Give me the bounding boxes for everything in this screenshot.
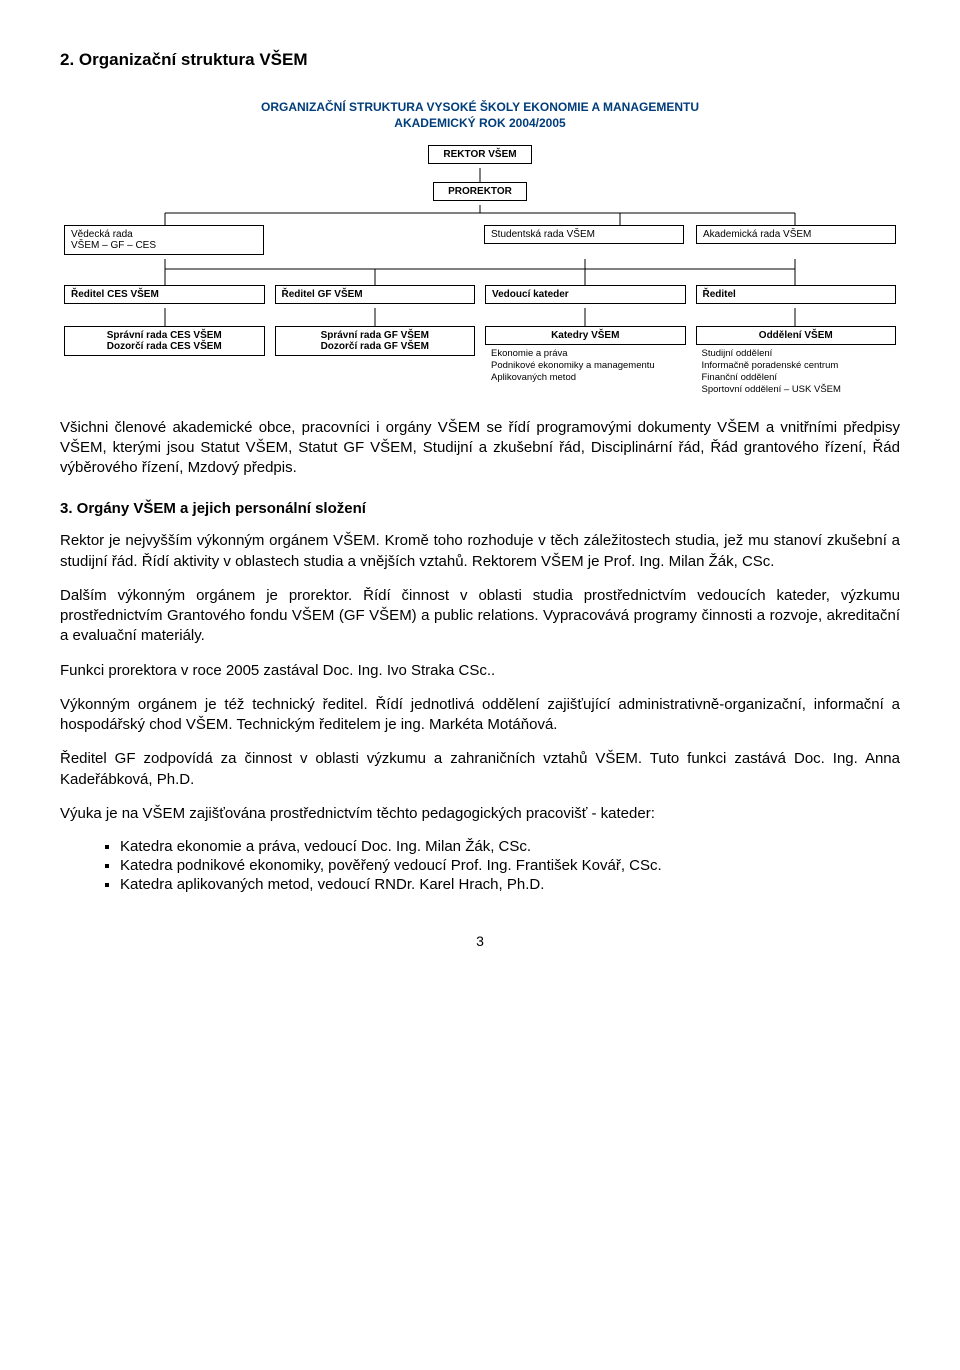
para-tech-reditel: Výkonným orgánem je též technický ředite…	[60, 695, 900, 736]
para-intro: Všichni členové akademické obce, pracovn…	[60, 418, 900, 479]
box-spravni-gf: Správní rada GF VŠEM Dozorčí rada GF VŠE…	[275, 326, 476, 356]
box-prorektor: PROREKTOR	[433, 182, 527, 201]
sub-gf	[275, 356, 476, 361]
diagram-row-directors: Ředitel CES VŠEM Ředitel GF VŠEM Vedoucí…	[60, 285, 900, 304]
diagram-row-rektor: REKTOR VŠEM	[60, 145, 900, 164]
list-item: Katedra aplikovaných metod, vedoucí RNDr…	[120, 876, 900, 893]
diagram-title-line1: ORGANIZAČNÍ STRUKTURA VYSOKÉ ŠKOLY EKONO…	[261, 100, 699, 114]
sub-oddeleni: Studijní oddělení Informačně poradenské …	[696, 345, 897, 398]
diagram-row-units: Správní rada CES VŠEM Dozorčí rada CES V…	[60, 326, 900, 398]
box-reditel-gf: Ředitel GF VŠEM	[275, 285, 476, 304]
box-rektor: REKTOR VŠEM	[428, 145, 531, 164]
connector-2	[60, 205, 900, 225]
box-reditel-ces: Ředitel CES VŠEM	[64, 285, 265, 304]
list-item: Katedra ekonomie a práva, vedoucí Doc. I…	[120, 838, 900, 855]
katedry-list: Katedra ekonomie a práva, vedoucí Doc. I…	[60, 838, 900, 893]
org-chart-diagram: ORGANIZAČNÍ STRUKTURA VYSOKÉ ŠKOLY EKONO…	[60, 100, 900, 398]
para-vyuka: Výuka je na VŠEM zajišťována prostřednic…	[60, 804, 900, 824]
heading-org-structure: 2. Organizační struktura VŠEM	[60, 50, 900, 70]
box-oddeleni: Oddělení VŠEM	[696, 326, 897, 345]
diagram-row-councils: Vědecká rada VŠEM – GF – CES Studentská …	[60, 225, 900, 255]
para-reditel-gf: Ředitel GF zodpovídá za činnost v oblast…	[60, 749, 900, 790]
diagram-row-prorektor: PROREKTOR	[60, 182, 900, 201]
page-number: 3	[60, 933, 900, 949]
connector-3	[60, 259, 900, 285]
heading-organy: 3. Orgány VŠEM a jejich personální slože…	[60, 500, 900, 517]
diagram-title: ORGANIZAČNÍ STRUKTURA VYSOKÉ ŠKOLY EKONO…	[60, 100, 900, 131]
box-studentska-rada: Studentská rada VŠEM	[484, 225, 684, 244]
box-spravni-ces: Správní rada CES VŠEM Dozorčí rada CES V…	[64, 326, 265, 356]
connector-1	[60, 168, 900, 182]
connector-4	[60, 308, 900, 326]
box-vedouci-kateder: Vedoucí kateder	[485, 285, 686, 304]
diagram-title-line2: AKADEMICKÝ ROK 2004/2005	[394, 116, 565, 130]
sub-katedry: Ekonomie a práva Podnikové ekonomiky a m…	[485, 345, 686, 386]
para-prorektor: Dalším výkonným orgánem je prorektor. Ří…	[60, 586, 900, 647]
para-rektor: Rektor je nejvyšším výkonným orgánem VŠE…	[60, 531, 900, 572]
sub-ces	[64, 356, 265, 361]
box-vedecka-rada: Vědecká rada VŠEM – GF – CES	[64, 225, 264, 255]
box-akademicka-rada: Akademická rada VŠEM	[696, 225, 896, 244]
para-prorektor-jmeno: Funkci prorektora v roce 2005 zastával D…	[60, 661, 900, 681]
box-katedry: Katedry VŠEM	[485, 326, 686, 345]
list-item: Katedra podnikové ekonomiky, pověřený ve…	[120, 857, 900, 874]
box-reditel: Ředitel	[696, 285, 897, 304]
